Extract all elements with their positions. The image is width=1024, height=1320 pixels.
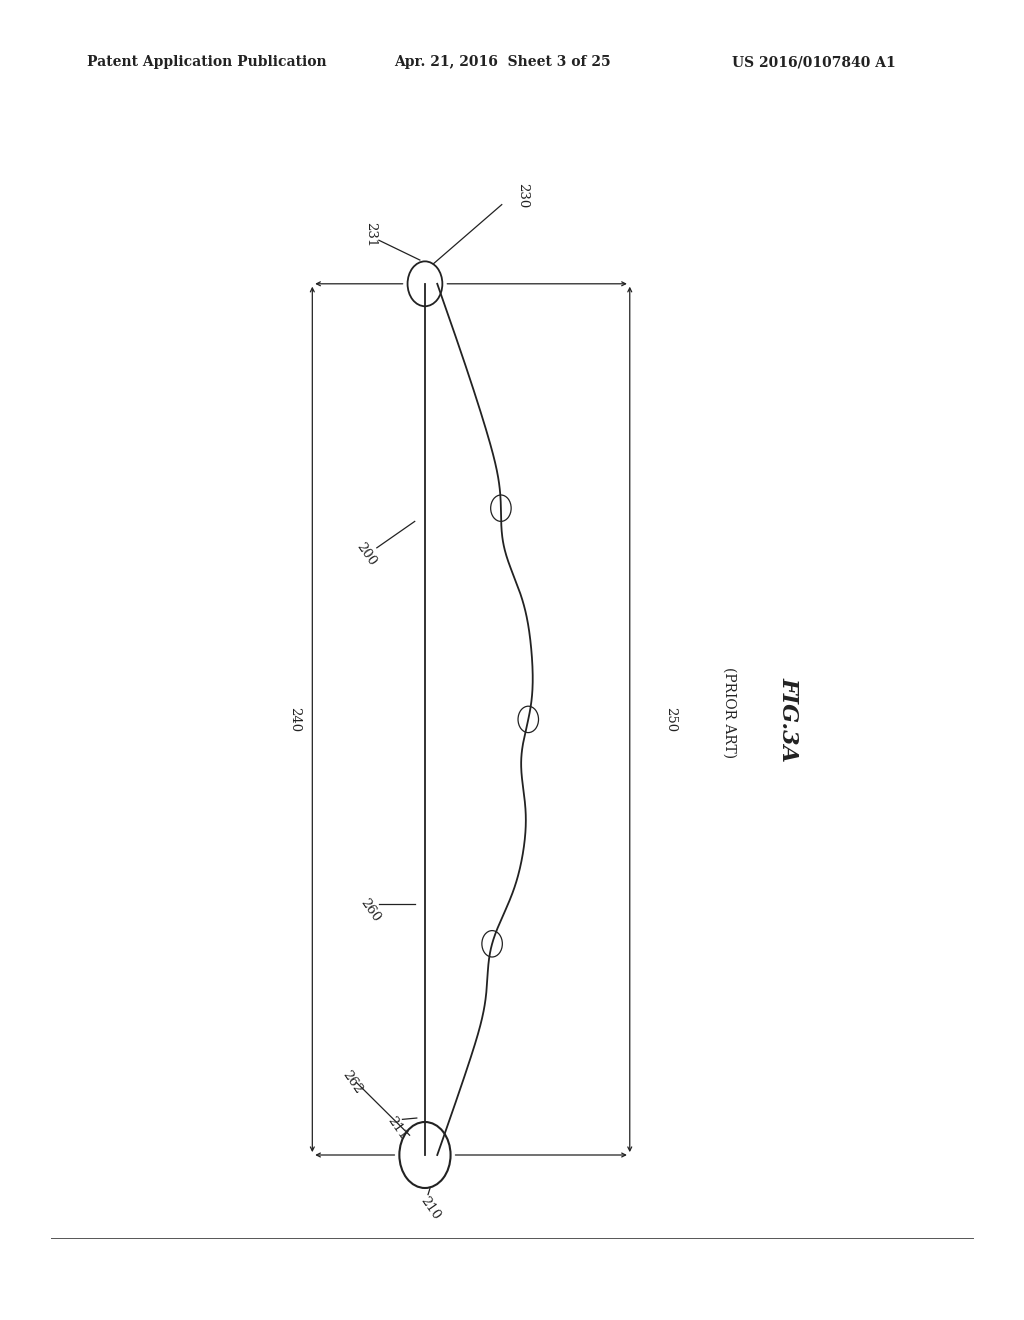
Text: Apr. 21, 2016  Sheet 3 of 25: Apr. 21, 2016 Sheet 3 of 25	[394, 55, 611, 69]
Text: 200: 200	[354, 540, 379, 569]
Text: Patent Application Publication: Patent Application Publication	[87, 55, 327, 69]
Text: 211: 211	[385, 1114, 410, 1143]
Text: 262: 262	[340, 1068, 365, 1097]
Text: 230: 230	[516, 182, 528, 209]
Text: US 2016/0107840 A1: US 2016/0107840 A1	[732, 55, 896, 69]
Text: 231: 231	[365, 222, 377, 248]
Text: 240: 240	[289, 706, 301, 733]
Text: 210: 210	[418, 1193, 442, 1222]
Text: FIG.3A: FIG.3A	[777, 677, 800, 762]
Text: 260: 260	[358, 896, 383, 925]
Text: (PRIOR ART): (PRIOR ART)	[722, 667, 736, 759]
Text: 250: 250	[665, 706, 677, 733]
